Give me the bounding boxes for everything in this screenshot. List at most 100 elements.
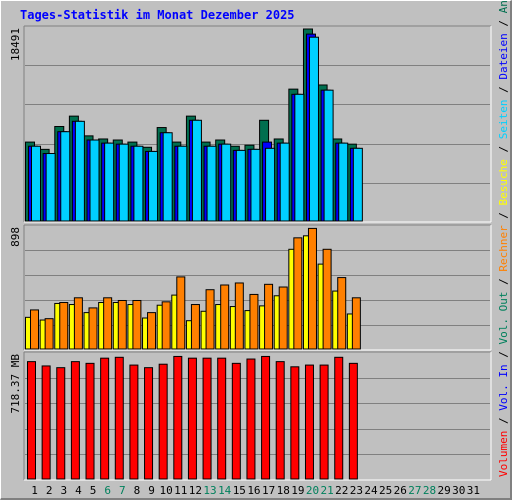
bar-volumen-day-20 (304, 364, 314, 480)
bar-seiten-day-22 (338, 142, 349, 222)
bar-rechner-day-20 (307, 227, 317, 350)
bar-volumen-day-2 (41, 365, 51, 480)
x-tick-label-day-14: 14 (218, 484, 232, 497)
x-tick-label-day-8: 8 (134, 484, 141, 497)
legend-text: Volumen / Vol. In / Vol. Out / Rechner /… (497, 1, 510, 477)
bar-seiten-day-14 (221, 143, 232, 222)
x-tick-label-day-4: 4 (75, 484, 82, 497)
x-tick-label-day-5: 5 (90, 484, 97, 497)
bar-volumen-day-7 (114, 356, 124, 480)
bar-seiten-day-12 (191, 119, 202, 222)
bar-seiten-day-15 (235, 149, 246, 222)
bar-volumen-day-13 (202, 357, 212, 480)
bar-volumen-day-8 (129, 364, 139, 480)
x-tick-label-day-28: 28 (423, 484, 436, 497)
bar-rechner-day-8 (132, 299, 142, 350)
bar-seiten-day-21 (323, 89, 334, 222)
panel-2 (23, 224, 492, 351)
legend-separator: / (497, 80, 510, 100)
x-tick-label-day-13: 13 (203, 484, 216, 497)
x-axis-day-labels: 1 2 3 4 5 6 7 8 9 10 11 12 13 14 15 16 17 18 19 20 21 22 23 24 2… (31, 484, 480, 497)
bar-volumen-day-11 (173, 355, 183, 480)
x-tick-label-day-6: 6 (104, 484, 111, 497)
bar-rechner-day-19 (293, 237, 303, 350)
bar-rechner-day-15 (234, 282, 244, 350)
bar-rechner-day-5 (88, 307, 98, 350)
legend-item-rechner: Rechner (497, 225, 510, 272)
bar-rechner-day-16 (249, 293, 259, 350)
x-tick-label-day-10: 10 (160, 484, 173, 497)
x-tick-label-day-9: 9 (148, 484, 155, 497)
bar-rechner-day-10 (161, 301, 171, 350)
x-tick-label-day-11: 11 (174, 484, 187, 497)
legend-separator: / (497, 345, 510, 365)
x-tick-label-day-19: 19 (291, 484, 304, 497)
series-besuche (25, 235, 356, 350)
bar-volumen-day-15 (231, 362, 241, 480)
bar-rechner-day-2 (44, 318, 54, 350)
legend-separator: / (497, 411, 510, 431)
legend-item-dateien: Dateien (497, 33, 510, 79)
bar-seiten-day-10 (162, 132, 173, 222)
bar-volumen-day-21 (319, 364, 329, 480)
chart-panels (23, 25, 492, 481)
x-tick-label-day-26: 26 (394, 484, 407, 497)
bar-seiten-day-8 (133, 145, 144, 222)
bar-volumen-day-6 (100, 357, 110, 480)
legend-item-seiten: Seiten (497, 99, 510, 139)
x-tick-label-day-2: 2 (46, 484, 53, 497)
series-volumen (27, 355, 358, 480)
bar-rechner-day-14 (220, 284, 230, 350)
bar-rechner-day-6 (103, 297, 113, 350)
bar-rechner-day-22 (337, 277, 347, 350)
bar-seiten-day-17 (265, 147, 276, 222)
bar-rechner-day-21 (322, 248, 332, 350)
bar-rechner-day-11 (176, 276, 186, 350)
bar-seiten-day-7 (118, 143, 129, 222)
chart-title: Tages-Statistik im Monat Dezember 2025 (20, 8, 295, 22)
bar-seiten-day-5 (89, 139, 100, 222)
legend-item-vol-in: Vol. In (497, 364, 510, 410)
series-rechner (30, 227, 361, 350)
bar-rechner-day-7 (117, 299, 127, 350)
bar-volumen-day-1 (27, 361, 36, 480)
x-tick-label-day-21: 21 (320, 484, 333, 497)
bar-volumen-day-19 (290, 366, 300, 480)
bar-rechner-day-3 (59, 302, 69, 350)
bar-volumen-day-4 (70, 361, 80, 480)
panel-1 (23, 25, 492, 223)
series-seiten (31, 36, 363, 222)
x-tick-label-day-7: 7 (119, 484, 126, 497)
x-tick-label-day-31: 31 (467, 484, 480, 497)
bar-volumen-day-17 (261, 355, 271, 480)
panel-3 (23, 351, 492, 481)
bar-rechner-day-13 (205, 289, 215, 350)
bar-volumen-day-5 (85, 362, 95, 480)
x-tick-label-day-23: 23 (350, 484, 363, 497)
bar-rechner-day-23 (351, 297, 361, 350)
bar-seiten-day-18 (279, 142, 290, 222)
bar-seiten-day-20 (308, 36, 319, 222)
x-tick-label-day-16: 16 (247, 484, 260, 497)
bar-rechner-day-1 (30, 309, 39, 350)
legend-separator: / (497, 205, 510, 225)
bar-seiten-day-16 (250, 148, 261, 222)
bar-seiten-day-1 (31, 145, 41, 222)
legend-separator: / (497, 13, 510, 33)
bar-rechner-day-12 (190, 304, 200, 350)
x-tick-label-day-12: 12 (189, 484, 202, 497)
bar-volumen-day-14 (217, 357, 227, 480)
bar-rechner-day-9 (147, 312, 157, 350)
bar-seiten-day-3 (60, 131, 71, 222)
bar-seiten-day-13 (206, 145, 217, 222)
x-tick-label-day-24: 24 (364, 484, 378, 497)
bar-volumen-day-23 (348, 362, 358, 480)
bar-rechner-day-17 (264, 283, 274, 350)
x-tick-label-day-18: 18 (277, 484, 290, 497)
y-axis-max-labels: 18491 898 718.37 MB (9, 28, 22, 414)
bar-rechner-day-18 (278, 286, 288, 350)
x-tick-label-day-3: 3 (60, 484, 67, 497)
bar-seiten-day-6 (104, 142, 115, 222)
